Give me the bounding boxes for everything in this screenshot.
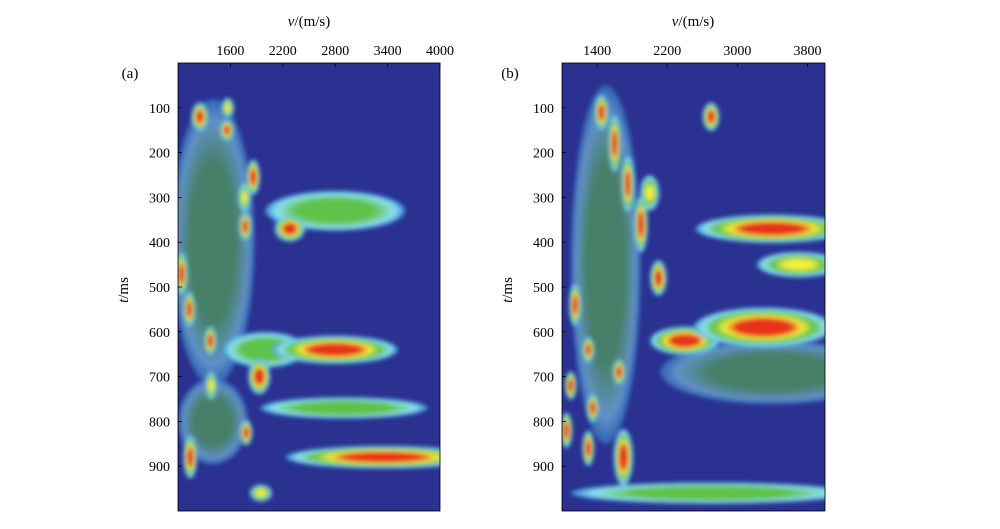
y-ticks-b: 100 200 300 400 500 600 700 800 900 bbox=[533, 102, 566, 475]
y-tick-label: 800 bbox=[149, 415, 170, 430]
heatmap-peak bbox=[594, 94, 609, 131]
panel-label-a: (a) bbox=[122, 66, 139, 82]
heatmap-peak bbox=[569, 283, 582, 327]
x-tick-label: 1400 bbox=[583, 44, 611, 59]
y-tick-label: 300 bbox=[149, 191, 170, 206]
y-ticks-a: 100 200 300 400 500 600 700 800 900 bbox=[149, 102, 182, 475]
heatmap-peak bbox=[285, 445, 440, 469]
y-tick-label: 400 bbox=[149, 236, 170, 251]
y-tick-label: 800 bbox=[533, 415, 554, 430]
x-tick-label: 1600 bbox=[216, 44, 244, 59]
heatmap-peak bbox=[613, 428, 634, 486]
heatmap-peak bbox=[183, 291, 196, 328]
panel-a: (a) v/(m/s) t/ms 1600 2200 2800 3400 4000 10… bbox=[116, 14, 454, 512]
panel-b: (b) v/(m/s) t/ms 1400 2200 3000 3800 100 200… bbox=[500, 14, 826, 512]
heatmap-peak bbox=[248, 358, 271, 395]
heatmap-peak bbox=[204, 326, 217, 356]
y-tick-label: 500 bbox=[533, 281, 554, 296]
heatmap-peak bbox=[178, 378, 248, 465]
heatmap-peak bbox=[693, 307, 825, 348]
y-tick-label: 100 bbox=[533, 102, 554, 117]
x-tick-label: 2800 bbox=[321, 44, 349, 59]
heatmap-peak bbox=[274, 215, 306, 242]
x-tick-label: 2200 bbox=[653, 44, 681, 59]
heatmap-peak bbox=[608, 114, 621, 173]
heatmap-peak bbox=[582, 430, 595, 467]
heatmap-peak bbox=[178, 98, 255, 386]
y-axis-var-a: t bbox=[116, 298, 132, 303]
y-tick-label: 600 bbox=[149, 326, 170, 341]
x-tick-label: 2200 bbox=[269, 44, 297, 59]
y-axis-unit-b: /ms bbox=[500, 277, 516, 299]
heatmap-peak bbox=[570, 85, 641, 444]
heatmap-peak bbox=[205, 371, 218, 400]
heatmap-peak bbox=[183, 435, 198, 479]
heatmap-peak bbox=[564, 371, 577, 400]
heatmap-peak bbox=[239, 419, 253, 446]
x-axis-var-b: v bbox=[672, 14, 679, 30]
heatmap-peak bbox=[650, 260, 667, 296]
y-axis-unit-a: /ms bbox=[116, 277, 132, 299]
x-tick-label: 3000 bbox=[723, 44, 751, 59]
heatmap-peak bbox=[570, 482, 825, 504]
y-axis-title-a: t/ms bbox=[116, 277, 132, 303]
x-axis-title-b: v/(m/s) bbox=[672, 14, 715, 30]
heatmap-peak bbox=[238, 183, 251, 212]
x-ticks-a: 1600 2200 2800 3400 4000 bbox=[216, 44, 454, 67]
y-tick-label: 300 bbox=[533, 191, 554, 206]
y-tick-label: 200 bbox=[533, 147, 554, 162]
heatmap-peak bbox=[756, 251, 825, 278]
heatmap-peak bbox=[238, 212, 252, 241]
heatmap-peak bbox=[221, 97, 235, 118]
y-axis-var-b: t bbox=[500, 298, 516, 303]
heatmap-peak bbox=[178, 252, 188, 296]
x-tick-label: 4000 bbox=[426, 44, 454, 59]
x-tick-label: 3400 bbox=[374, 44, 402, 59]
y-tick-label: 700 bbox=[149, 371, 170, 386]
panel-label-b: (b) bbox=[501, 66, 519, 82]
heatmap-peak bbox=[660, 339, 825, 405]
heatmap-peak bbox=[621, 155, 635, 213]
heatmap-peak bbox=[702, 102, 720, 132]
heatmap-peak bbox=[695, 214, 825, 244]
x-axis-title-a: v/(m/s) bbox=[288, 14, 331, 30]
heatmap-peak bbox=[633, 195, 648, 253]
x-axis-var-a: v bbox=[288, 14, 295, 30]
heatmap-plot-b bbox=[561, 62, 826, 512]
x-axis-unit-b: /(m/s) bbox=[678, 14, 714, 30]
y-tick-label: 400 bbox=[533, 236, 554, 251]
heatmap-peak bbox=[249, 484, 273, 502]
heatmap-plot-a bbox=[177, 62, 441, 512]
x-tick-label: 3800 bbox=[793, 44, 821, 59]
heatmap-peak bbox=[586, 393, 599, 423]
heatmap-peak bbox=[246, 159, 261, 196]
y-tick-label: 200 bbox=[149, 147, 170, 162]
y-tick-label: 500 bbox=[149, 281, 170, 296]
heatmap-peak bbox=[582, 336, 595, 363]
heatmap-peak bbox=[219, 119, 234, 141]
y-tick-label: 900 bbox=[149, 460, 170, 475]
y-tick-label: 900 bbox=[533, 460, 554, 475]
heatmap-peak bbox=[260, 397, 428, 419]
y-tick-label: 600 bbox=[533, 326, 554, 341]
heatmap-peak bbox=[272, 335, 399, 365]
x-ticks-b: 1400 2200 3000 3800 bbox=[583, 44, 821, 67]
y-tick-label: 100 bbox=[149, 102, 170, 117]
heatmap-peak bbox=[612, 359, 626, 386]
y-axis-title-b: t/ms bbox=[500, 277, 516, 303]
heatmap-peak bbox=[191, 102, 209, 132]
y-tick-label: 700 bbox=[533, 371, 554, 386]
x-axis-unit-a: /(m/s) bbox=[294, 14, 330, 30]
